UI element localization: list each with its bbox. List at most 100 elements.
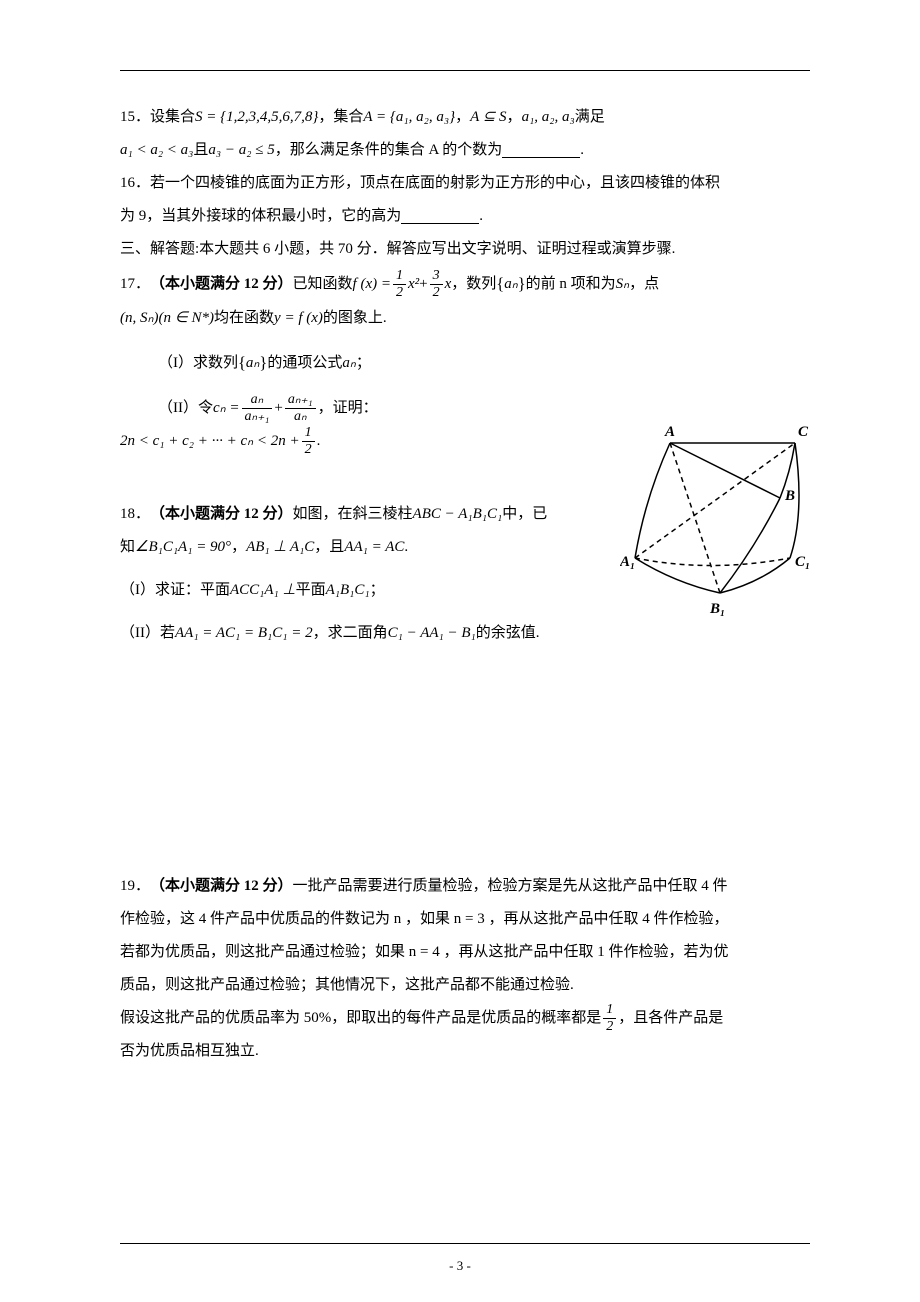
q18-line1: 18． （本小题满分 12 分） 如图，在斜三棱柱 ABC − A₁B₁C₁ 中… bbox=[120, 498, 560, 531]
q18-p1a: （I）求证：平面 bbox=[120, 574, 230, 607]
edge-AB1 bbox=[670, 443, 720, 593]
q16-l2a: 为 9，当其外接球的体积最小时，它的高为 bbox=[120, 200, 401, 233]
q19-line2: 作检验，这 4 件产品中优质品的件数记为 n ，如果 n = 3 ，再从这批产品… bbox=[120, 903, 810, 936]
spacer bbox=[120, 335, 810, 345]
q19-line5: 假设这批产品的优质品率为 50%，即取出的每件产品是优质品的概率都是 1 2 ，… bbox=[120, 1002, 810, 1035]
q17-x2: x² bbox=[408, 268, 419, 301]
frac-num: aₙ bbox=[242, 392, 273, 408]
q18-l2b: ， bbox=[231, 531, 246, 564]
q16-l2b: . bbox=[479, 200, 483, 233]
q18-p1b: ACC₁A₁ ⊥ bbox=[230, 574, 296, 607]
q19-line3: 若都为优质品，则这批产品通过检验；如果 n = 4 ，再从这批产品中任取 1 件… bbox=[120, 936, 810, 969]
q15-l2a: a₁ < a₂ < a₃ bbox=[120, 134, 193, 167]
q17-plus2: + bbox=[274, 392, 282, 425]
q18-p1d: A₁B₁C₁ bbox=[326, 574, 370, 607]
q15-adef: A = {a₁, a₂, a₃} bbox=[363, 101, 455, 134]
q18-eq1: AA₁ = AC bbox=[344, 531, 404, 564]
q18-p2b: AA₁ = AC₁ = B₁C₁ = 2 bbox=[175, 617, 313, 650]
frac-num: aₙ₊₁ bbox=[285, 392, 316, 408]
q17-line1: 17． （本小题满分 12 分） 已知函数 f (x) = 1 2 x² + 3… bbox=[120, 266, 810, 302]
q19-line4: 质品，则这批产品通过检验；其他情况下，这批产品都不能通过检验. bbox=[120, 969, 810, 1002]
q18-p2c: ，求二面角 bbox=[313, 617, 388, 650]
q17-p1-an: aₙ bbox=[246, 347, 259, 380]
q17-ineq-end: . bbox=[317, 425, 321, 458]
q18-p2e: 的余弦值. bbox=[476, 617, 540, 650]
q18-p2d: C₁ − AA₁ − B₁ bbox=[388, 617, 476, 650]
q17-l2c: y = f (x) bbox=[274, 302, 323, 335]
q18-t1: 如图，在斜三棱柱 bbox=[293, 498, 413, 531]
q17-half: 1 2 bbox=[302, 425, 315, 457]
label-B: B bbox=[784, 488, 795, 504]
q17-lbrace: { bbox=[496, 266, 504, 302]
q15-line1: 15．设集合 S = {1,2,3,4,5,6,7,8} ，集合 A = {a₁… bbox=[120, 101, 810, 134]
q15-m2: ， bbox=[455, 101, 470, 134]
q15-l2c: a₃ − a₂ ≤ 5 bbox=[208, 134, 274, 167]
q18-ang: ∠B₁C₁A₁ = 90° bbox=[135, 531, 231, 564]
q19-prefix: 19． bbox=[120, 870, 150, 903]
rbrace: } bbox=[259, 345, 267, 381]
spacer bbox=[120, 382, 810, 392]
edge-AA1 bbox=[635, 443, 670, 558]
frac-num: 3 bbox=[430, 268, 443, 284]
label-A1: A₁ bbox=[620, 554, 635, 570]
q17-fx: f (x) = bbox=[353, 268, 391, 301]
edge-A1C bbox=[635, 443, 795, 558]
q18-l2d: . bbox=[404, 531, 408, 564]
q19-line1: 19． （本小题满分 12 分） 一批产品需要进行质量检验，检验方案是先从这批产… bbox=[120, 870, 810, 903]
q15-line2: a₁ < a₂ < a₃ 且 a₃ − a₂ ≤ 5 ，那么满足条件的集合 A … bbox=[120, 134, 810, 167]
q17-l2b: 均在函数 bbox=[214, 302, 274, 335]
page-number: - 3 - bbox=[0, 1258, 920, 1274]
q17-t1a: 已知函数 bbox=[293, 268, 353, 301]
q17-prefix: 17． bbox=[120, 268, 150, 301]
q18-prism: ABC − A₁B₁C₁ bbox=[413, 498, 503, 531]
q17-l2a: (n, Sₙ)(n ∈ N*) bbox=[120, 302, 214, 335]
q18-l2a: 知 bbox=[120, 531, 135, 564]
q17-frac1: 1 2 bbox=[393, 268, 406, 300]
q15-l2d: ，那么满足条件的集合 A 的个数为 bbox=[275, 134, 503, 167]
frac-num: 1 bbox=[393, 268, 406, 284]
q19-half: 1 2 bbox=[603, 1002, 616, 1034]
q17-frac4: aₙ₊₁ aₙ bbox=[285, 392, 316, 424]
q19-l5b: ，且各件产品是 bbox=[618, 1002, 723, 1035]
q19-line6: 否为优质品相互独立. bbox=[120, 1035, 810, 1068]
q19-bold: （本小题满分 12 分） bbox=[150, 870, 293, 903]
q17-p1d: ； bbox=[356, 347, 371, 380]
spacer bbox=[120, 650, 810, 870]
q18-p1e: ； bbox=[370, 574, 385, 607]
q18-part1: （I）求证：平面 ACC₁A₁ ⊥ 平面 A₁B₁C₁ ； bbox=[120, 574, 810, 607]
frac-den: aₙ bbox=[285, 409, 316, 424]
q17-part1: （I）求数列 { aₙ } 的通项公式 aₙ ； bbox=[120, 345, 810, 381]
q15-blank bbox=[502, 143, 580, 158]
q16-blank bbox=[401, 209, 479, 224]
q17-bold: （本小题满分 12 分） bbox=[150, 268, 293, 301]
q18-p2a: （II）若 bbox=[120, 617, 175, 650]
q16-line1: 16．若一个四棱锥的底面为正方形，顶点在底面的射影为正方形的中心，且该四棱锥的体… bbox=[120, 167, 810, 200]
q15-subset: A ⊆ S bbox=[470, 101, 506, 134]
q15-vars: a₁, a₂, a₃ bbox=[522, 101, 575, 134]
label-C1: C₁ bbox=[795, 554, 810, 570]
q17-p2a: （II）令 bbox=[158, 392, 213, 425]
q18-part2: （II）若 AA₁ = AC₁ = B₁C₁ = 2 ，求二面角 C₁ − AA… bbox=[120, 617, 810, 650]
q17-x: x bbox=[445, 268, 452, 301]
q17-p1b: 的通项公式 bbox=[267, 347, 342, 380]
q15-l2b: 且 bbox=[193, 134, 208, 167]
q17-rbrace: } bbox=[518, 266, 526, 302]
bottom-rule bbox=[120, 1243, 810, 1244]
edge-AB bbox=[670, 443, 780, 498]
section3-heading: 三、解答题:本大题共 6 小题，共 70 分．解答应写出文字说明、证明过程或演算… bbox=[120, 233, 810, 266]
q19-l5a: 假设这批产品的优质品率为 50%，即取出的每件产品是优质品的概率都是 bbox=[120, 1002, 601, 1035]
label-A: A bbox=[664, 424, 675, 440]
frac-num: 1 bbox=[603, 1002, 616, 1018]
q15-end1: 满足 bbox=[575, 101, 605, 134]
q19-t: 一批产品需要进行质量检验，检验方案是先从这批产品中任取 4 件 bbox=[293, 870, 728, 903]
q15-prefix: 15．设集合 bbox=[120, 101, 195, 134]
q17-sn: Sₙ bbox=[616, 268, 629, 301]
page: 15．设集合 S = {1,2,3,4,5,6,7,8} ，集合 A = {a₁… bbox=[0, 0, 920, 1302]
frac-den: aₙ₊₁ bbox=[242, 409, 273, 424]
frac-num: 1 bbox=[302, 425, 315, 441]
edge-A1C1 bbox=[635, 558, 790, 566]
q15-sdef: S = {1,2,3,4,5,6,7,8} bbox=[195, 101, 318, 134]
frac-den: 2 bbox=[302, 442, 315, 457]
q17-l2d: 的图象上. bbox=[323, 302, 387, 335]
q15-m3: ， bbox=[507, 101, 522, 134]
